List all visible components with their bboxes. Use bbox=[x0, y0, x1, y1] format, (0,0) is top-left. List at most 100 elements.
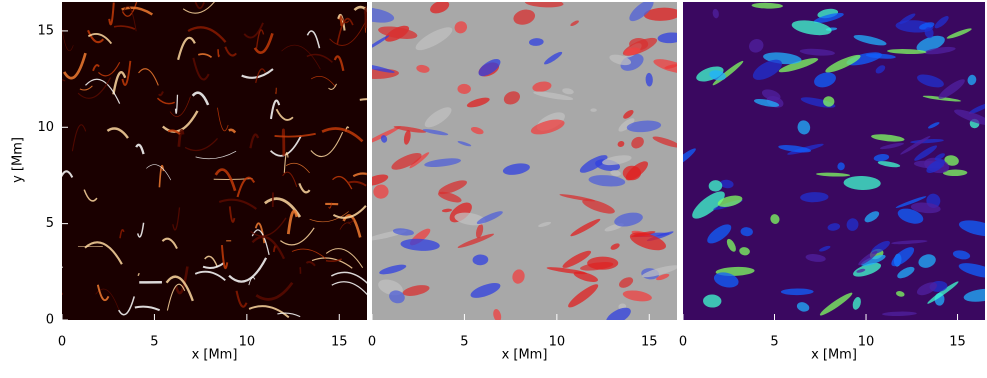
texture-stroke bbox=[359, 98, 367, 101]
texture-stroke bbox=[310, 131, 344, 158]
x-axis-label: x [Mm] bbox=[811, 348, 857, 363]
texture-stroke bbox=[337, 15, 344, 27]
texture-blob bbox=[916, 35, 945, 52]
texture-blob bbox=[430, 2, 450, 14]
texture-blob bbox=[853, 34, 887, 46]
texture-stroke bbox=[235, 290, 248, 308]
texture-blob bbox=[653, 59, 677, 74]
texture-stroke bbox=[135, 143, 145, 155]
texture-blob bbox=[457, 83, 471, 94]
texture-stroke bbox=[332, 175, 353, 190]
texture-blob bbox=[712, 8, 719, 19]
texture-blob bbox=[631, 136, 644, 149]
texture-blob bbox=[858, 250, 878, 266]
texture-blob bbox=[570, 218, 601, 237]
texture-blob bbox=[938, 79, 965, 99]
texture-stroke bbox=[62, 79, 66, 82]
texture-stroke bbox=[92, 64, 100, 72]
texture-blob bbox=[791, 20, 832, 36]
texture-stroke bbox=[136, 222, 145, 238]
texture-stroke bbox=[275, 87, 277, 95]
y-tick-label: 0 bbox=[46, 313, 54, 328]
texture-blob bbox=[897, 266, 915, 279]
texture-blob bbox=[503, 91, 521, 105]
texture-blob bbox=[761, 89, 781, 101]
texture-blob bbox=[719, 179, 734, 189]
texture-blob bbox=[409, 152, 430, 169]
image-panel bbox=[62, 2, 367, 320]
texture-blob bbox=[778, 58, 819, 73]
texture-blob bbox=[916, 282, 937, 296]
x-tick-label: 10 bbox=[549, 335, 566, 350]
texture-blob bbox=[623, 110, 634, 119]
texture-blob bbox=[641, 265, 677, 278]
texture-blob bbox=[441, 208, 453, 213]
texture-stroke bbox=[277, 312, 301, 318]
texture-stroke bbox=[138, 68, 159, 86]
texture-blob bbox=[963, 288, 985, 302]
texture-blob bbox=[897, 208, 924, 224]
texture-blob bbox=[513, 9, 536, 25]
texture-stroke bbox=[220, 244, 229, 270]
texture-stroke bbox=[192, 57, 210, 81]
texture-blob bbox=[726, 238, 736, 252]
texture-stroke bbox=[62, 28, 74, 51]
texture-stroke bbox=[306, 53, 333, 63]
texture-blob bbox=[618, 118, 635, 132]
texture-stroke bbox=[228, 128, 237, 134]
texture-stroke bbox=[174, 94, 179, 114]
texture-blob bbox=[570, 20, 579, 27]
texture-stroke bbox=[202, 262, 225, 269]
texture-stroke bbox=[286, 209, 299, 235]
texture-blob bbox=[740, 227, 753, 237]
texture-stroke bbox=[255, 281, 294, 301]
texture-stroke bbox=[218, 198, 257, 210]
texture-blob bbox=[703, 294, 722, 308]
texture-blob bbox=[416, 64, 430, 73]
texture-stroke bbox=[298, 182, 311, 194]
texture-stroke bbox=[329, 18, 367, 46]
texture-stroke bbox=[347, 219, 354, 224]
texture-stroke bbox=[249, 133, 260, 149]
texture-blob bbox=[643, 7, 677, 21]
texture-stroke bbox=[118, 296, 135, 316]
texture-blob bbox=[614, 212, 643, 227]
texture-blob bbox=[645, 72, 653, 87]
texture-blob bbox=[873, 154, 890, 162]
texture-stroke bbox=[121, 60, 132, 86]
texture-stroke bbox=[174, 266, 189, 295]
texture-blob bbox=[372, 174, 389, 186]
y-axis-label: y [Mm] bbox=[11, 137, 26, 183]
texture-stroke bbox=[255, 68, 266, 83]
texture-blob bbox=[856, 268, 866, 273]
texture-blob bbox=[805, 254, 826, 262]
texture-blob bbox=[610, 243, 620, 250]
texture-blob bbox=[624, 47, 641, 56]
texture-blob bbox=[952, 250, 971, 260]
texture-blob bbox=[942, 169, 968, 177]
texture-stroke bbox=[177, 129, 185, 147]
texture-blob bbox=[512, 269, 525, 284]
texture-blob bbox=[528, 38, 544, 46]
texture-stroke bbox=[96, 284, 110, 302]
texture-stroke bbox=[254, 222, 266, 244]
texture-blob bbox=[475, 224, 484, 239]
texture-blob bbox=[770, 214, 780, 224]
texture-blob bbox=[402, 285, 430, 296]
texture-stroke bbox=[77, 77, 112, 99]
texture-blob bbox=[780, 288, 814, 296]
texture-blob bbox=[865, 53, 896, 59]
texture-stroke bbox=[340, 15, 350, 24]
texture-blob bbox=[799, 48, 835, 56]
texture-blob bbox=[958, 263, 985, 278]
texture-blob bbox=[827, 223, 841, 231]
texture-blob bbox=[470, 126, 484, 135]
texture-blob bbox=[466, 97, 490, 108]
texture-stroke bbox=[146, 164, 172, 181]
texture-blob bbox=[813, 12, 844, 24]
texture-blob bbox=[796, 302, 810, 312]
texture-stroke bbox=[281, 128, 286, 156]
texture-stroke bbox=[184, 138, 218, 152]
texture-blob bbox=[372, 7, 395, 23]
texture-stroke bbox=[121, 2, 138, 17]
